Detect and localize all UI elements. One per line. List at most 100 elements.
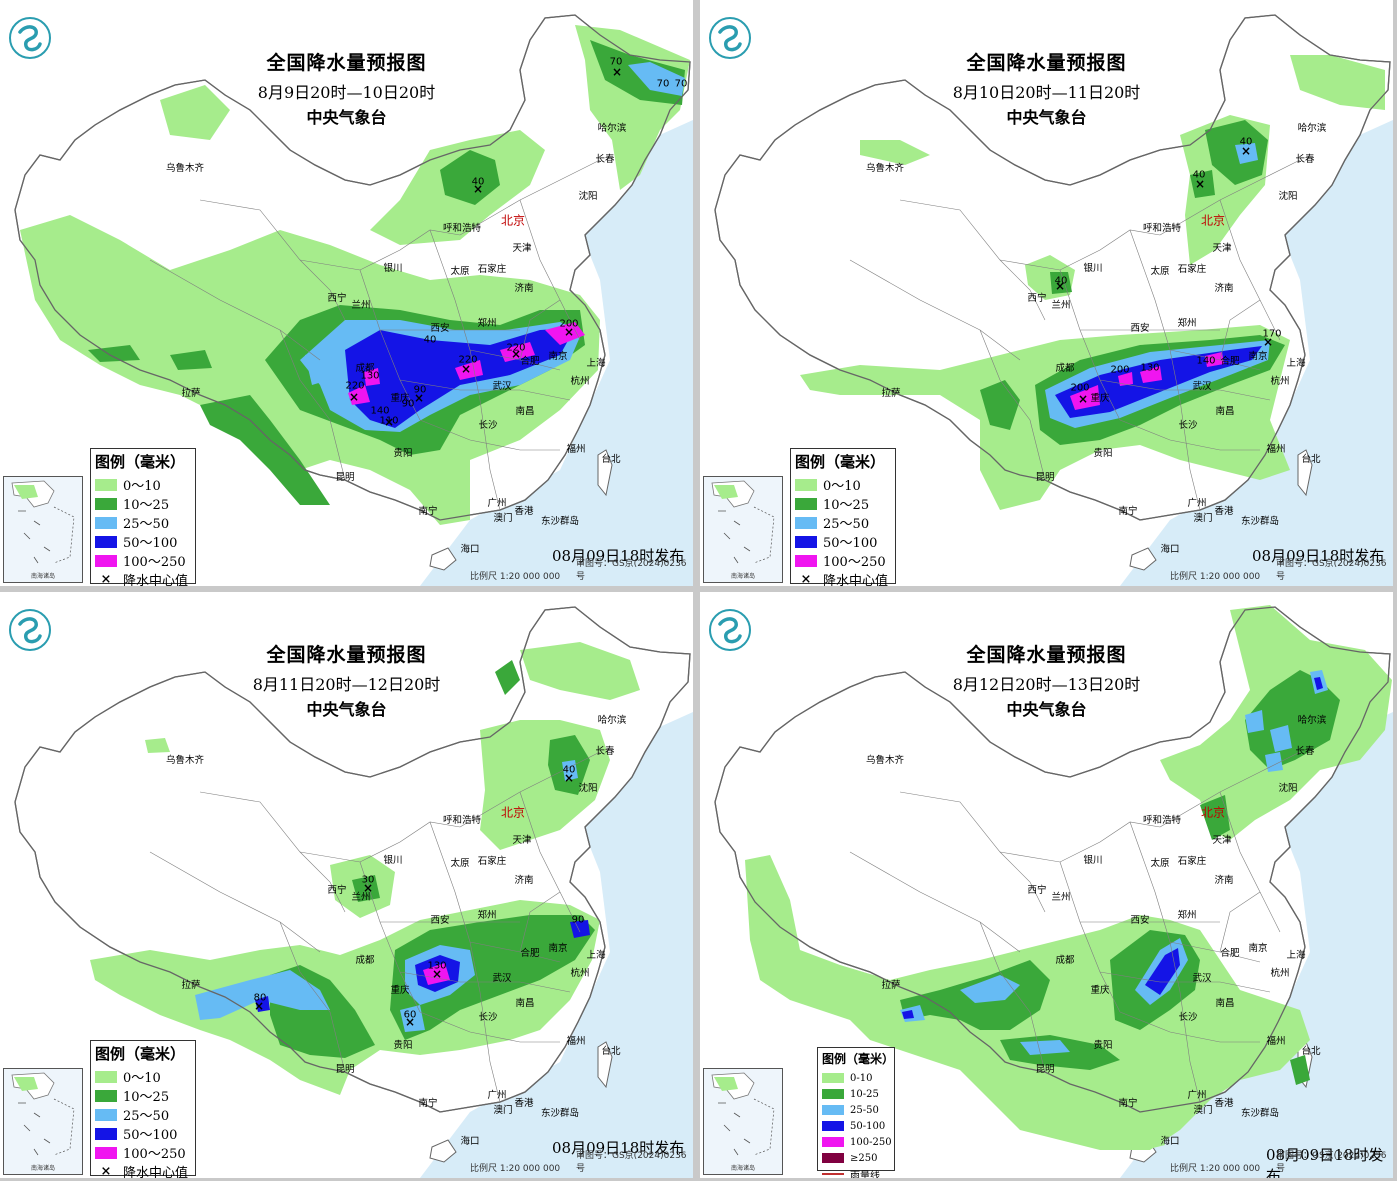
city-label: 济南 (514, 875, 534, 886)
legend-label: 50～100 (123, 536, 178, 551)
cma-logo-icon (8, 608, 52, 652)
rain-line-icon (822, 1173, 844, 1175)
province-border (299, 229, 461, 271)
city-label: 郑州 (477, 910, 497, 921)
province-border (429, 229, 481, 401)
review-number: 审图号：GS京(2024)0236号 (576, 559, 687, 582)
precip-center-cross-icon: × (460, 362, 472, 376)
province-border (999, 821, 1161, 863)
city-label: 成都 (355, 955, 375, 966)
precip-center-value: 40 (1239, 136, 1253, 148)
precipitation-map (0, 0, 693, 586)
city-label: 西宁 (327, 293, 347, 304)
city-label: 太原 (1150, 858, 1170, 869)
city-label: 南京 (548, 351, 568, 362)
south-china-sea-inset: 南海诸岛 (3, 476, 83, 583)
city-label: 长沙 (478, 420, 498, 431)
legend-label: 10～25 (823, 498, 870, 513)
city-label: 天津 (512, 835, 532, 846)
legend-item: 25～50 (795, 513, 895, 532)
city-label: 兰州 (1051, 300, 1071, 311)
legend-box: 图例（毫米） 0～10 10～25 25～50 50～100 100～250 × 降水中心值 (90, 1040, 196, 1178)
legend-item: 10～25 (95, 494, 195, 513)
precip-area-c0_10 (1290, 55, 1385, 110)
city-label: 哈尔滨 (597, 715, 627, 726)
city-label: 兰州 (351, 892, 371, 903)
city-label: 长沙 (478, 1012, 498, 1023)
precip-center-cross-icon: × (563, 325, 575, 339)
island (597, 1041, 613, 1089)
precip-center-cross-icon: × (413, 391, 425, 405)
precip-center-value: 70 (656, 78, 670, 90)
legend-swatch (822, 1089, 844, 1099)
city-label: 呼和浩特 (1142, 223, 1182, 234)
precip-center-value: 90 (401, 398, 415, 410)
precip-center-cross-icon: × (563, 771, 575, 785)
country-border (714, 14, 1391, 521)
cma-logo-icon (8, 16, 52, 60)
precip-center-value: 110 (379, 415, 399, 427)
legend-label: 50～100 (123, 1128, 178, 1143)
precip-area-c0_10 (1140, 1128, 1165, 1150)
south-china-sea-inset: 南海诸岛 (3, 1068, 83, 1175)
forecast-period: 8月12日20时—13日20时 (952, 675, 1141, 694)
precip-center-value: 70 (609, 56, 623, 68)
issue-time: 08月09日18时发布 (552, 547, 685, 565)
precip-center-value: 40 (562, 764, 576, 776)
city-label: 武汉 (492, 973, 512, 984)
legend-item: 10-25 (822, 1086, 894, 1102)
city-label: 长春 (595, 154, 615, 165)
precip-center-value: 130 (427, 960, 447, 972)
map-title: 全国降水量预报图 (966, 644, 1127, 666)
precip-area-c10_25 (1290, 1055, 1310, 1085)
city-label: 台北 (1301, 454, 1321, 465)
precip-area-c10_25 (1200, 795, 1230, 840)
precip-area-c10_25 (1190, 170, 1215, 198)
city-label: 台北 (1301, 1046, 1321, 1057)
city-label: 西安 (430, 323, 450, 334)
city-label: 西安 (430, 915, 450, 926)
cma-logo-icon (708, 16, 752, 60)
precip-center-value: 40 (471, 176, 485, 188)
city-label: 上海 (1286, 358, 1306, 369)
precip-area-c25_50 (1020, 1040, 1070, 1055)
island (429, 1139, 457, 1163)
legend-swatch (822, 1073, 844, 1083)
legend-item: 0～10 (95, 1067, 195, 1086)
legend-label: ≥250 (850, 1152, 878, 1164)
inset-label: 南海诸岛 (730, 573, 755, 580)
review-number: 审图号：GS京(2024)0236号 (1276, 559, 1387, 582)
legend-swatch (95, 1146, 117, 1159)
legend-swatch (95, 1070, 117, 1083)
precip-area-c25_50 (400, 1005, 425, 1032)
south-china-sea-inset: 南海诸岛 (703, 1068, 783, 1175)
province-border (1059, 269, 1121, 421)
legend-label: 10～25 (123, 1090, 170, 1105)
city-label: 广州 (487, 498, 507, 509)
city-label: 香港 (1214, 506, 1234, 517)
sea-area (1120, 120, 1393, 586)
precip-area-c10_25 (1205, 120, 1268, 185)
city-label: 乌鲁木齐 (865, 163, 905, 174)
forecast-period: 8月11日20时—12日20时 (252, 675, 441, 694)
legend-item: 0-10 (822, 1070, 894, 1086)
city-label: 呼和浩特 (442, 815, 482, 826)
province-border (419, 1011, 560, 1043)
city-label: 南京 (548, 943, 568, 954)
precip-area-c100_250 (1118, 372, 1133, 386)
city-label: 重庆 (390, 393, 410, 404)
agency-name: 中央气象台 (1006, 108, 1087, 127)
city-label: 长沙 (1178, 420, 1198, 431)
city-label: 沈阳 (1278, 783, 1298, 794)
city-label: 贵阳 (1093, 1040, 1113, 1051)
province-border (149, 851, 321, 953)
province-border (1219, 199, 1261, 301)
province-border (359, 269, 421, 421)
city-label: 东沙群岛 (540, 1108, 580, 1119)
city-label: 武汉 (492, 381, 512, 392)
city-label: 海口 (460, 544, 480, 555)
city-label: 海口 (460, 1136, 480, 1147)
forecast-period: 8月10日20时—11日20时 (952, 83, 1141, 102)
city-label: 拉萨 (881, 980, 901, 991)
legend-label: 0～10 (123, 1071, 161, 1086)
